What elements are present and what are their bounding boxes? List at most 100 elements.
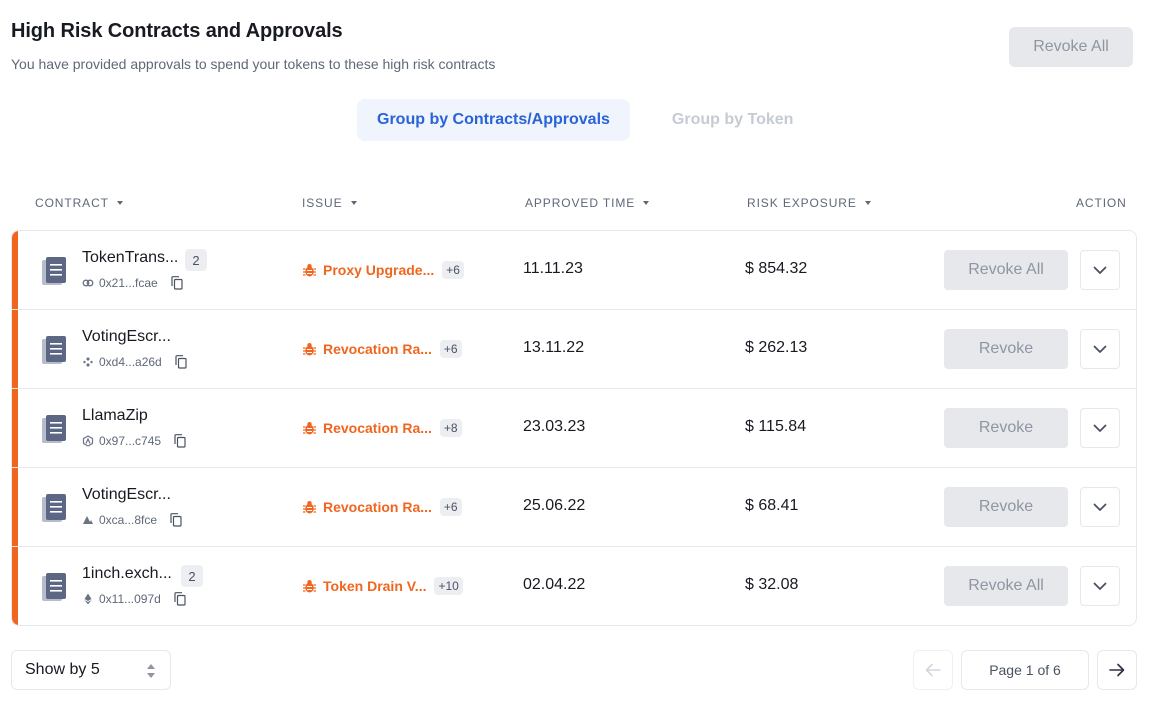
approval-count-badge: 2: [185, 249, 207, 271]
issue-label: Revocation Ra...: [323, 420, 432, 436]
sort-caret-icon: [116, 201, 123, 205]
contract-name: TokenTrans...: [82, 249, 179, 266]
column-contract[interactable]: CONTRACT: [35, 196, 123, 210]
issue-cell[interactable]: Revocation Ra... +8: [302, 419, 462, 437]
issue-label: Revocation Ra...: [323, 341, 432, 357]
bug-icon: [303, 421, 316, 434]
approved-time: 11.11.23: [523, 260, 583, 277]
contract-name: 1inch.exch...: [82, 565, 172, 582]
contract-document-icon: [42, 573, 66, 601]
issue-label: Revocation Ra...: [323, 499, 432, 515]
issue-more-badge: +6: [442, 261, 464, 279]
next-page-button[interactable]: [1097, 650, 1137, 690]
copy-icon[interactable]: [175, 355, 187, 369]
risk-exposure-value: $ 854.32: [745, 260, 808, 277]
risk-exposure-value: $ 262.13: [745, 339, 808, 356]
group-tabs: Group by Contracts/Approvals Group by To…: [357, 99, 813, 141]
table-row: VotingEscr... 0xd4...a26d Revocation Ra.…: [12, 310, 1136, 389]
contract-document-icon: [42, 336, 66, 364]
arrow-left-icon: [925, 663, 941, 677]
column-issue[interactable]: ISSUE: [302, 196, 357, 210]
risk-exposure-value: $ 32.08: [745, 576, 799, 593]
link-chain-icon: [82, 279, 94, 287]
bug-icon: [303, 579, 316, 592]
column-action-label: ACTION: [1076, 196, 1127, 210]
chevron-down-icon: [1093, 345, 1107, 353]
copy-icon[interactable]: [174, 592, 186, 606]
contract-document-icon: [42, 494, 66, 522]
table-row: VotingEscr... 0xca...8fce Revocation Ra.…: [12, 468, 1136, 547]
revoke-all-row-button[interactable]: Revoke All: [944, 566, 1068, 606]
bug-icon: [303, 263, 316, 276]
copy-icon[interactable]: [170, 513, 182, 527]
issue-cell[interactable]: Revocation Ra... +6: [302, 498, 462, 516]
contracts-table: TokenTrans... 2 0x21...fcae Proxy Upgrad…: [11, 230, 1137, 626]
issue-label: Proxy Upgrade...: [323, 262, 435, 278]
sort-caret-icon: [864, 201, 871, 205]
bug-icon: [303, 500, 316, 513]
issue-cell[interactable]: Proxy Upgrade... +6: [302, 261, 464, 279]
arrow-right-icon: [1109, 663, 1125, 677]
revoke-row-button[interactable]: Revoke: [944, 329, 1068, 369]
approved-time: 23.03.23: [523, 418, 586, 435]
tab-group-by-token[interactable]: Group by Token: [652, 99, 813, 141]
tab-group-by-contracts[interactable]: Group by Contracts/Approvals: [357, 99, 630, 141]
risk-exposure-value: $ 68.41: [745, 497, 799, 514]
expand-row-button[interactable]: [1080, 566, 1120, 606]
contract-address-text: 0xca...8fce: [99, 513, 158, 527]
approved-time: 13.11.22: [523, 339, 585, 356]
contract-address-text: 0xd4...a26d: [99, 355, 162, 369]
show-by-value: Show by 5: [25, 661, 100, 678]
contract-address: 0x97...c745: [82, 434, 186, 448]
expand-row-button[interactable]: [1080, 408, 1120, 448]
copy-icon[interactable]: [171, 276, 183, 290]
bnb-chain-icon: [83, 357, 93, 367]
revoke-all-button[interactable]: Revoke All: [1009, 27, 1133, 67]
expand-row-button[interactable]: [1080, 250, 1120, 290]
previous-page-button[interactable]: [913, 650, 953, 690]
ethereum-chain-icon: [84, 593, 92, 605]
column-risk-exposure[interactable]: RISK EXPOSURE: [747, 196, 871, 210]
chevron-down-icon: [1093, 424, 1107, 432]
contract-address: 0x21...fcae: [82, 276, 183, 290]
contract-address-text: 0x21...fcae: [99, 276, 158, 290]
risk-exposure-value: $ 115.84: [745, 418, 807, 435]
issue-more-badge: +8: [439, 419, 462, 437]
column-risk-exposure-label: RISK EXPOSURE: [747, 196, 857, 210]
contract-address-text: 0x97...c745: [99, 434, 162, 448]
issue-cell[interactable]: Token Drain V... +10: [302, 577, 463, 595]
issue-cell[interactable]: Revocation Ra... +6: [302, 340, 462, 358]
column-issue-label: ISSUE: [302, 196, 343, 210]
page-subtitle: You have provided approvals to spend you…: [11, 56, 496, 72]
column-approved-time[interactable]: APPROVED TIME: [525, 196, 650, 210]
copy-icon[interactable]: [174, 434, 186, 448]
expand-row-button[interactable]: [1080, 329, 1120, 369]
column-action: ACTION: [1076, 196, 1127, 210]
show-by-select[interactable]: Show by 5: [11, 650, 171, 690]
revoke-all-row-button[interactable]: Revoke All: [944, 250, 1068, 290]
issue-more-badge: +6: [439, 340, 462, 358]
expand-row-button[interactable]: [1080, 487, 1120, 527]
sort-caret-icon: [643, 201, 650, 205]
contract-address: 0x11...097d: [82, 592, 186, 606]
table-header: CONTRACT ISSUE APPROVED TIME RISK EXPOSU…: [0, 196, 1150, 216]
page-header: High Risk Contracts and Approvals You ha…: [11, 20, 495, 72]
chevron-down-icon: [1093, 582, 1107, 590]
issue-label: Token Drain V...: [323, 578, 427, 594]
page-indicator: Page 1 of 6: [961, 650, 1089, 690]
approval-count-badge: 2: [181, 565, 203, 587]
issue-more-badge: +10: [434, 577, 463, 595]
contract-address: 0xd4...a26d: [82, 355, 187, 369]
contract-name: LlamaZip: [82, 407, 148, 424]
chevron-down-icon: [1093, 266, 1107, 274]
approved-time: 25.06.22: [523, 497, 586, 514]
table-row: TokenTrans... 2 0x21...fcae Proxy Upgrad…: [12, 231, 1136, 310]
arbitrum-chain-icon: [82, 435, 94, 447]
revoke-row-button[interactable]: Revoke: [944, 408, 1068, 448]
sort-caret-icon: [350, 201, 357, 205]
avalanche-chain-icon: [83, 516, 93, 524]
page-title: High Risk Contracts and Approvals: [11, 20, 343, 42]
contract-address-text: 0x11...097d: [99, 592, 161, 606]
revoke-row-button[interactable]: Revoke: [944, 487, 1068, 527]
contract-name: VotingEscr...: [82, 328, 171, 345]
